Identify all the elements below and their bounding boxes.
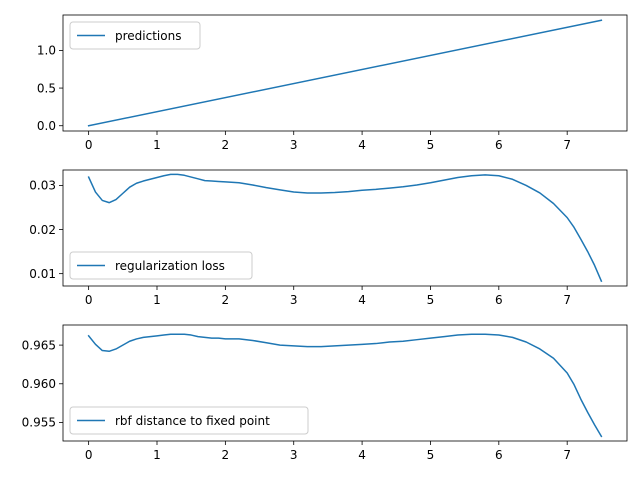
legend-label: predictions — [115, 29, 181, 43]
x-tick-label: 6 — [495, 138, 503, 152]
y-tick-label: 1.0 — [37, 44, 56, 58]
y-tick-label: 0.03 — [29, 179, 56, 193]
predictions-subplot: 0 1 2 3 4 5 6 7 0.0 0.5 1.0 predictions — [37, 14, 628, 152]
y-tick-label: 0.960 — [22, 377, 56, 391]
x-tick-label: 4 — [358, 293, 366, 307]
x-tick-label: 7 — [563, 448, 571, 462]
axes-frame — [62, 324, 628, 442]
x-tick-label: 5 — [427, 293, 435, 307]
legend-box — [69, 21, 201, 50]
axes-frame — [62, 14, 628, 132]
x-tick-label: 2 — [222, 448, 230, 462]
series-line — [87, 173, 603, 283]
x-tick-label: 3 — [290, 293, 298, 307]
x-tick-label: 2 — [222, 293, 230, 307]
x-tick-label: 2 — [222, 138, 230, 152]
x-tick-label: 7 — [563, 138, 571, 152]
x-tick-label: 4 — [358, 138, 366, 152]
y-tick-label: 0.955 — [22, 416, 56, 430]
x-tick-label: 5 — [427, 448, 435, 462]
x-tick-label: 6 — [495, 448, 503, 462]
y-tick-label: 0.02 — [29, 223, 56, 237]
rbf-distance-subplot: 0 1 2 3 4 5 6 7 0.955 0.960 0.965 rbf distance to f… — [22, 324, 628, 462]
legend-box — [69, 251, 253, 280]
x-tick-label: 1 — [153, 293, 161, 307]
series-line — [87, 333, 603, 438]
series-line — [87, 19, 603, 127]
x-tick-label: 0 — [85, 138, 93, 152]
y-tick-label: 0.965 — [22, 338, 56, 352]
y-tick-label: 0.5 — [37, 81, 56, 95]
x-tick-label: 3 — [290, 448, 298, 462]
x-tick-label: 0 — [85, 293, 93, 307]
legend: rbf distance to fixed point — [69, 406, 309, 435]
x-tick-label: 6 — [495, 293, 503, 307]
x-tick-label: 4 — [358, 448, 366, 462]
x-tick-label: 1 — [153, 138, 161, 152]
x-tick-label: 5 — [427, 138, 435, 152]
x-tick-label: 7 — [563, 293, 571, 307]
legend-box — [69, 406, 309, 435]
legend-label: regularization loss — [115, 259, 225, 273]
legend: regularization loss — [69, 251, 253, 280]
y-tick-label: 0.01 — [29, 267, 56, 281]
axes-frame — [62, 169, 628, 287]
legend: predictions — [69, 21, 201, 50]
x-tick-label: 3 — [290, 138, 298, 152]
x-tick-label: 1 — [153, 448, 161, 462]
legend-label: rbf distance to fixed point — [115, 414, 270, 428]
regularization-loss-subplot: 0 1 2 3 4 5 6 7 0.01 0.02 0.03 regularization loss — [29, 169, 628, 307]
x-tick-label: 0 — [85, 448, 93, 462]
y-tick-label: 0.0 — [37, 119, 56, 133]
